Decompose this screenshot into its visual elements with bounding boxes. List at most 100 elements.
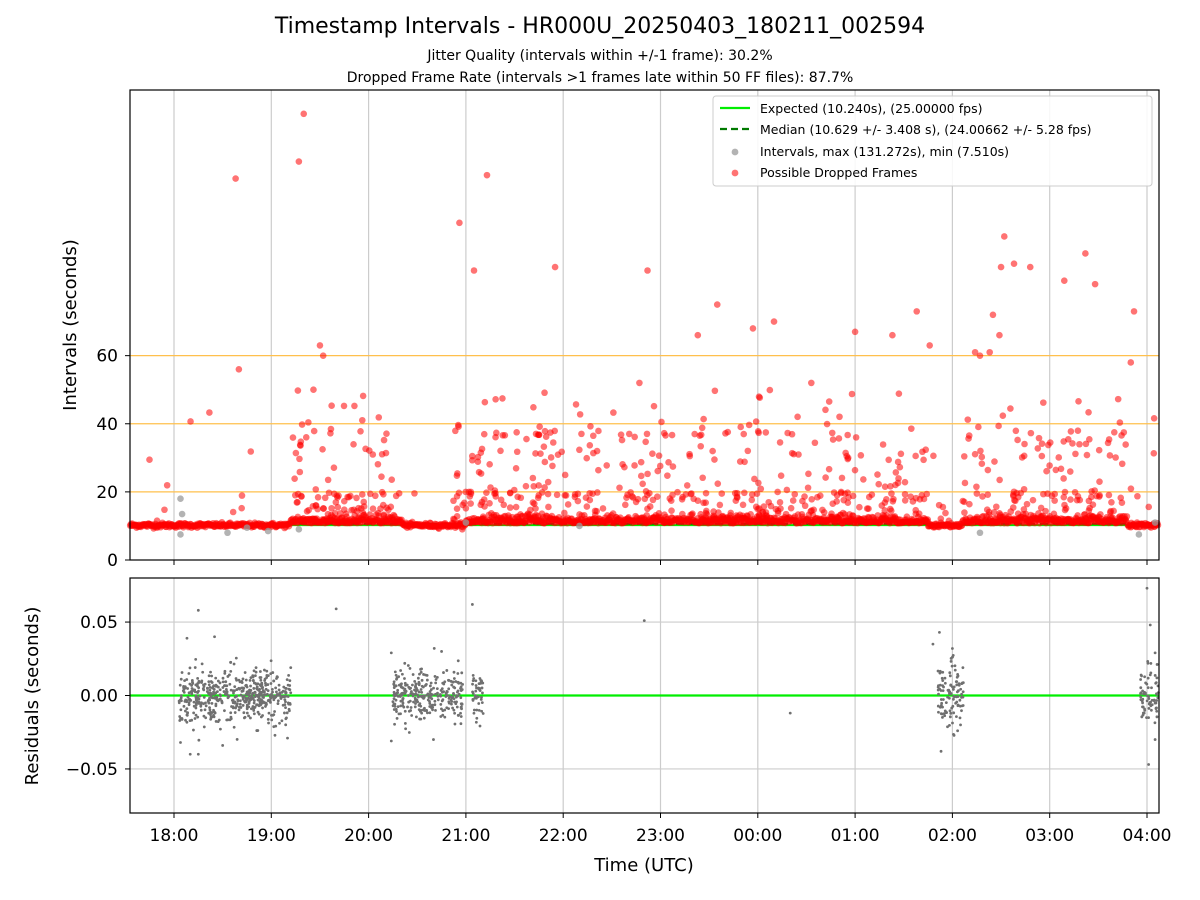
residual-point	[207, 683, 211, 687]
residual-point	[411, 683, 414, 687]
dropped-frame-point	[478, 445, 486, 453]
residual-point	[219, 727, 222, 731]
dropped-frame-point	[789, 497, 797, 504]
residual-point	[252, 687, 256, 690]
residual-point	[416, 693, 419, 697]
dropped-frame-point	[499, 395, 506, 402]
residual-point	[1153, 651, 1157, 655]
x-tick-label: 02:00	[928, 826, 977, 846]
dropped-frame-point	[759, 508, 767, 516]
residual-point	[428, 696, 432, 699]
dropped-frame-point	[828, 429, 836, 437]
residual-point	[441, 709, 445, 713]
residual-point	[280, 695, 284, 699]
dropped-frame-point	[480, 430, 488, 438]
residual-point	[481, 691, 484, 695]
residual-point	[936, 685, 940, 689]
residual-point	[961, 690, 965, 694]
dropped-frame-point	[481, 398, 489, 406]
residual-point	[179, 708, 183, 712]
residual-point	[938, 630, 941, 634]
dropped-frame-point	[711, 456, 718, 463]
dropped-frame-point	[561, 471, 569, 479]
dropped-frame-point	[984, 466, 992, 474]
residual-point	[431, 705, 435, 709]
dropped-frame-point	[739, 501, 747, 509]
residual-point	[233, 685, 237, 689]
residual-point	[951, 721, 954, 725]
dropped-frame-point	[499, 432, 507, 439]
dropped-frame-point	[908, 425, 915, 432]
dropped-frame-point	[935, 501, 943, 509]
dropped-frame-point	[1106, 452, 1114, 459]
x-tick-label: 03:00	[1025, 826, 1074, 846]
dropped-frame-point	[558, 448, 566, 456]
dropped-frame-point	[153, 517, 161, 524]
residual-point	[438, 693, 442, 696]
dropped-frame-point	[383, 504, 390, 512]
dropped-frame-point	[1051, 490, 1059, 498]
dropped-frame-point	[395, 490, 403, 497]
interval-point	[1151, 519, 1159, 526]
intervals-y-label: Intervals (seconds)	[60, 239, 81, 411]
residual-point	[389, 739, 393, 743]
residual-point	[200, 701, 203, 705]
dropped-frame-point	[811, 439, 819, 447]
dropped-frame-point	[862, 515, 870, 523]
dropped-frame-point	[372, 492, 379, 500]
residual-point	[214, 684, 217, 688]
dropped-frame-point	[1073, 496, 1081, 504]
dropped-frame-point	[456, 219, 463, 227]
dropped-frame-point	[765, 498, 773, 506]
residual-point	[961, 681, 965, 685]
dropped-frame-point	[1082, 514, 1089, 522]
dropped-frame-point	[999, 412, 1007, 419]
residual-point	[412, 700, 415, 704]
residual-point	[432, 686, 435, 690]
residual-point	[470, 603, 474, 606]
residual-point	[938, 669, 942, 673]
residual-point	[432, 646, 436, 650]
residual-point	[940, 712, 944, 716]
dropped-frame-point	[551, 263, 559, 271]
residual-point	[956, 689, 960, 693]
dropped-frame-point	[1027, 429, 1035, 437]
dropped-frame-point	[748, 496, 756, 504]
dropped-frame-point	[973, 490, 981, 497]
dropped-frame-point	[851, 328, 859, 336]
dropped-frame-point	[646, 503, 654, 510]
residual-point	[1150, 703, 1154, 707]
dropped-frame-point	[544, 478, 552, 486]
residual-point	[389, 651, 393, 655]
residual-point	[197, 701, 200, 705]
residual-point	[241, 697, 245, 701]
residual-point	[210, 711, 214, 714]
residual-point	[413, 688, 416, 692]
dropped-frame-point	[976, 352, 984, 359]
dropped-frame-point	[551, 427, 559, 435]
residual-point	[434, 708, 437, 712]
dropped-frame-point	[700, 499, 707, 507]
residual-point	[213, 711, 217, 715]
dropped-frame-point	[505, 512, 512, 519]
dropped-frame-point	[298, 421, 306, 428]
dropped-frame-point	[711, 387, 719, 395]
dropped-frame-point	[642, 438, 649, 446]
dropped-frame-point	[512, 503, 520, 511]
dropped-frame-point	[355, 513, 362, 521]
residual-point	[214, 720, 218, 723]
dropped-frame-point	[979, 493, 986, 500]
residual-point	[255, 729, 259, 732]
residual-point	[289, 666, 293, 670]
residual-point	[956, 695, 960, 698]
dropped-frame-point	[1067, 496, 1074, 503]
residual-point	[232, 691, 235, 695]
residual-point	[242, 694, 246, 698]
residual-point	[471, 679, 475, 683]
residual-point	[216, 679, 220, 683]
residual-point	[433, 699, 437, 703]
residual-point	[218, 681, 222, 685]
residual-point	[1149, 671, 1153, 675]
dropped-frame-point	[513, 429, 520, 436]
dropped-frame-point	[926, 342, 933, 349]
